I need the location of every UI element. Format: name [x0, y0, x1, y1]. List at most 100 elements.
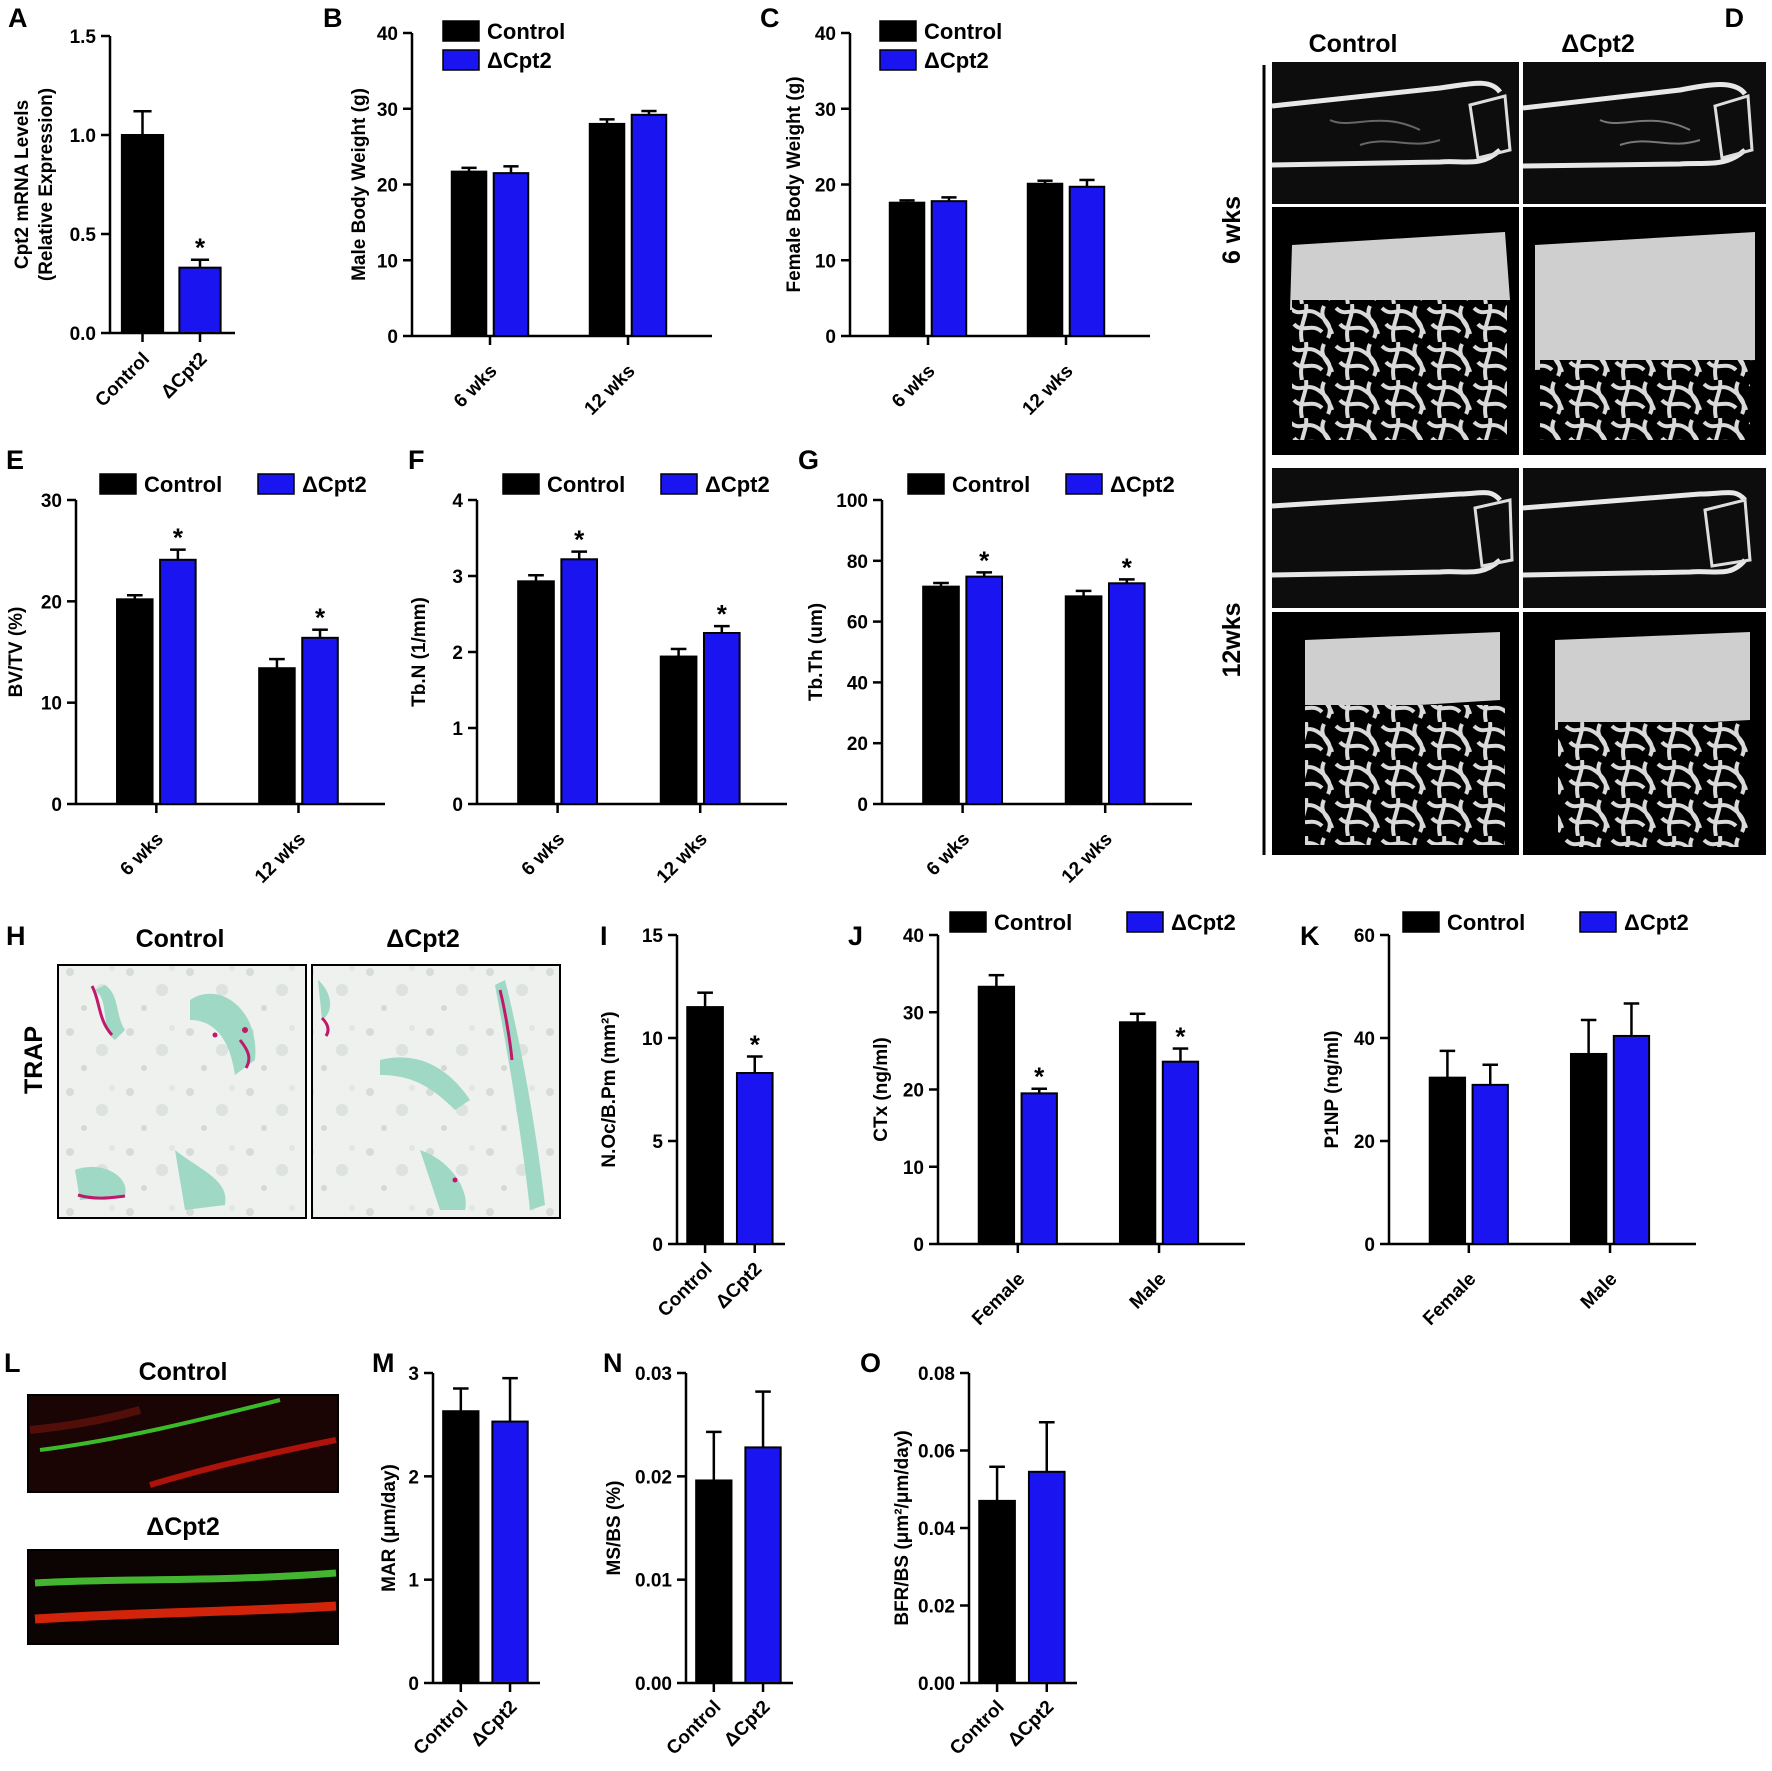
- bar-control: [1118, 1021, 1157, 1245]
- y-tick-label: 0.03: [635, 1364, 672, 1385]
- y-axis-label: N.Oc/B.Pm (mm²): [599, 1011, 620, 1167]
- legend-swatch: [257, 473, 295, 495]
- panel-label: N: [603, 1348, 623, 1378]
- y-tick-label: 40: [815, 24, 836, 45]
- bar-control: [450, 170, 488, 337]
- significance-star: *: [1122, 552, 1133, 582]
- panel-J-chart: J 0 10 20 30 40 CTx (ng/ml) * Female * Male Control…: [848, 910, 1245, 1330]
- legend-swatch: [442, 20, 480, 42]
- y-tick-label: 0.04: [918, 1519, 955, 1540]
- y-tick-label: 20: [41, 592, 62, 613]
- bar-control: [686, 1006, 724, 1245]
- panel-G-chart: G 0 20 40 60 80 100 Tb.Th (um) * 6 wks * 12 wks Cont…: [798, 445, 1192, 888]
- panel-A-chart: A 0.0 0.5 1.0 1.5 Cpt2 mRNA Levels (Relative E…: [8, 3, 235, 411]
- panel-H-col-mutant: ΔCpt2: [386, 925, 460, 953]
- y-tick-label: 80: [847, 552, 868, 573]
- legend-label: Control: [487, 19, 565, 44]
- y-tick-label: 0.06: [918, 1442, 955, 1463]
- panel-L-row-mutant: ΔCpt2: [146, 1513, 220, 1541]
- bar-control: [1026, 182, 1064, 337]
- legend-label: Control: [994, 910, 1072, 935]
- y-axis-label: BV/TV (%): [6, 607, 27, 698]
- panel-label: I: [600, 921, 608, 951]
- y-tick-label: 0: [913, 1235, 924, 1256]
- y-tick-label: 0: [51, 795, 62, 816]
- significance-star: *: [717, 599, 728, 629]
- y-tick-label: 10: [903, 1158, 924, 1179]
- bar-mutant: [630, 113, 668, 337]
- y-tick-label: 40: [377, 24, 398, 45]
- y-tick-label: 15: [642, 926, 664, 947]
- y-tick-label: 0.01: [635, 1571, 672, 1592]
- bar-control: [1428, 1076, 1467, 1246]
- fluorescence-image-mutant: [27, 1549, 339, 1645]
- y-tick-label: 0.02: [635, 1467, 672, 1488]
- y-tick-label: 1.0: [70, 126, 96, 147]
- y-tick-label: 30: [815, 100, 836, 121]
- y-tick-label: 2: [452, 643, 463, 664]
- y-tick-label: 60: [847, 613, 868, 634]
- panel-H-label: H: [6, 921, 26, 951]
- legend-label: ΔCpt2: [1624, 910, 1689, 935]
- bar-control: [1064, 595, 1103, 805]
- legend-label: ΔCpt2: [924, 48, 989, 73]
- x-tick-label: Control: [654, 1259, 717, 1322]
- bar-mutant: [735, 1072, 774, 1246]
- legend-label: Control: [924, 19, 1002, 44]
- panel-label: B: [323, 3, 343, 33]
- x-tick-label: Control: [410, 1697, 473, 1760]
- significance-star: *: [195, 233, 206, 263]
- legend-swatch: [99, 473, 137, 495]
- x-tick-label: Female: [1419, 1269, 1480, 1330]
- microct-2d-mutant-6wks: [1522, 62, 1766, 204]
- x-tick-label: Control: [91, 349, 154, 412]
- panel-B-chart: B 0 10 20 30 40 Male Body Weight (g) 6 wks 12 wk…: [323, 3, 712, 420]
- y-tick-label: 0: [825, 327, 836, 348]
- panel-D-col-mutant: ΔCpt2: [1561, 30, 1635, 58]
- panel-label: C: [760, 3, 780, 33]
- x-tick-label: 12 wks: [581, 361, 640, 420]
- legend-swatch: [879, 49, 917, 71]
- y-axis-label: Male Body Weight (g): [349, 88, 370, 281]
- y-tick-label: 0.5: [70, 225, 97, 246]
- x-tick-label: Male: [1577, 1269, 1622, 1314]
- bar-mutant: [159, 558, 197, 806]
- y-tick-label: 0: [652, 1235, 663, 1256]
- y-axis-label: (Relative Expression): [36, 88, 57, 281]
- y-tick-label: 20: [847, 734, 868, 755]
- legend-swatch: [907, 473, 945, 495]
- bar-mutant: [1471, 1083, 1509, 1245]
- legend-label: ΔCpt2: [1110, 472, 1175, 497]
- legend-label: ΔCpt2: [487, 48, 552, 73]
- y-tick-label: 1: [408, 1571, 419, 1592]
- y-tick-label: 60: [1354, 926, 1375, 947]
- y-tick-label: 10: [815, 251, 836, 272]
- bar-control: [888, 201, 926, 337]
- panel-D-row-12wks: 12wks: [1218, 602, 1246, 677]
- x-tick-label: 12 wks: [653, 829, 712, 888]
- y-tick-label: 30: [377, 100, 398, 121]
- significance-star: *: [979, 545, 990, 575]
- legend-label: ΔCpt2: [705, 472, 770, 497]
- bar-mutant: [560, 558, 599, 806]
- y-tick-label: 0: [857, 795, 868, 816]
- y-tick-label: 20: [377, 176, 398, 197]
- y-axis-label: Tb.N (1/mm): [409, 597, 430, 707]
- panel-label: K: [1300, 921, 1320, 951]
- y-tick-label: 0.02: [918, 1597, 955, 1618]
- legend-label: Control: [144, 472, 222, 497]
- y-tick-label: 40: [847, 673, 868, 694]
- x-tick-label: 6 wks: [450, 361, 501, 412]
- y-tick-label: 4: [452, 491, 463, 512]
- bar-mutant: [930, 200, 968, 337]
- panel-D-row-6wks: 6 wks: [1218, 196, 1246, 264]
- y-tick-label: 30: [41, 491, 62, 512]
- trap-image-control: [57, 964, 307, 1219]
- significance-star: *: [750, 1030, 761, 1060]
- panel-label: J: [848, 921, 863, 951]
- legend-label: Control: [1447, 910, 1525, 935]
- legend-label: Control: [547, 472, 625, 497]
- legend-label: Control: [952, 472, 1030, 497]
- y-tick-label: 1.5: [70, 27, 97, 48]
